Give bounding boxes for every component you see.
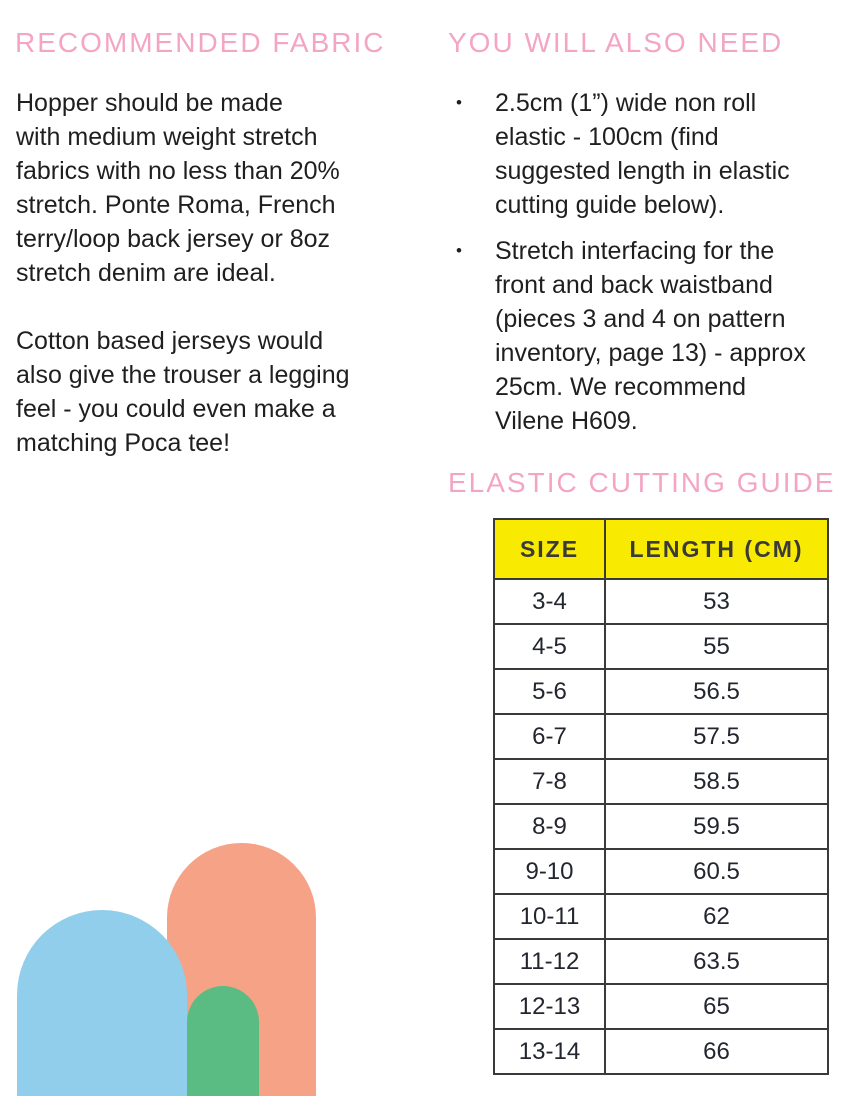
table-row: 8-9 59.5 [493, 803, 829, 850]
size-cell: 5-6 [493, 668, 606, 715]
table-row: 7-8 58.5 [493, 758, 829, 805]
you-will-need-list: • 2.5cm (1”) wide non roll elastic - 100… [448, 86, 853, 450]
size-cell: 8-9 [493, 803, 606, 850]
length-column-header: LENGTH (CM) [604, 518, 829, 580]
fabric-paragraph-2: Cotton based jerseys would also give the… [16, 327, 350, 457]
green-arch-shape [187, 986, 259, 1096]
table-row: 6-7 57.5 [493, 713, 829, 760]
fabric-paragraph-1: Hopper should be made with medium weight… [16, 89, 340, 287]
size-cell: 6-7 [493, 713, 606, 760]
list-item-interfacing: • Stretch interfacing for the front and … [448, 234, 853, 438]
length-cell: 53 [604, 578, 829, 625]
table-row: 9-10 60.5 [493, 848, 829, 895]
length-cell: 66 [604, 1028, 829, 1075]
size-column-header: SIZE [493, 518, 606, 580]
length-cell: 59.5 [604, 803, 829, 850]
length-cell: 62 [604, 893, 829, 940]
list-item-text: Stretch interfacing for the front and ba… [495, 237, 806, 435]
bullet-icon: • [456, 241, 462, 260]
table-row: 4-5 55 [493, 623, 829, 670]
size-cell: 3-4 [493, 578, 606, 625]
blue-arch-shape [17, 910, 187, 1096]
size-cell: 7-8 [493, 758, 606, 805]
table-header-row: SIZE LENGTH (CM) [493, 518, 829, 580]
bullet-icon: • [456, 93, 462, 112]
length-cell: 63.5 [604, 938, 829, 985]
length-cell: 55 [604, 623, 829, 670]
elastic-cutting-guide-heading: ELASTIC CUTTING GUIDE [448, 467, 836, 498]
you-will-need-section: YOU WILL ALSO NEED • 2.5cm (1”) wide non… [448, 27, 858, 1087]
list-item-elastic: • 2.5cm (1”) wide non roll elastic - 100… [448, 86, 853, 222]
table-row: 3-4 53 [493, 578, 829, 625]
table-row: 11-12 63.5 [493, 938, 829, 985]
recommended-fabric-heading: RECOMMENDED FABRIC [15, 27, 386, 58]
length-cell: 65 [604, 983, 829, 1030]
table-row: 10-11 62 [493, 893, 829, 940]
list-item-text: 2.5cm (1”) wide non roll elastic - 100cm… [495, 89, 790, 219]
length-cell: 57.5 [604, 713, 829, 760]
length-cell: 58.5 [604, 758, 829, 805]
table-row: 13-14 66 [493, 1028, 829, 1075]
size-cell: 12-13 [493, 983, 606, 1030]
table-row: 12-13 65 [493, 983, 829, 1030]
size-cell: 10-11 [493, 893, 606, 940]
size-cell: 4-5 [493, 623, 606, 670]
size-cell: 9-10 [493, 848, 606, 895]
recommended-fabric-section: RECOMMENDED FABRIC Hopper should be made… [15, 27, 425, 527]
elastic-cutting-guide-table: SIZE LENGTH (CM) 3-4 53 4-5 55 5-6 56.5 … [493, 518, 829, 1075]
length-cell: 60.5 [604, 848, 829, 895]
size-cell: 11-12 [493, 938, 606, 985]
size-cell: 13-14 [493, 1028, 606, 1075]
length-cell: 56.5 [604, 668, 829, 715]
you-will-also-need-heading: YOU WILL ALSO NEED [448, 27, 784, 58]
table-row: 5-6 56.5 [493, 668, 829, 715]
